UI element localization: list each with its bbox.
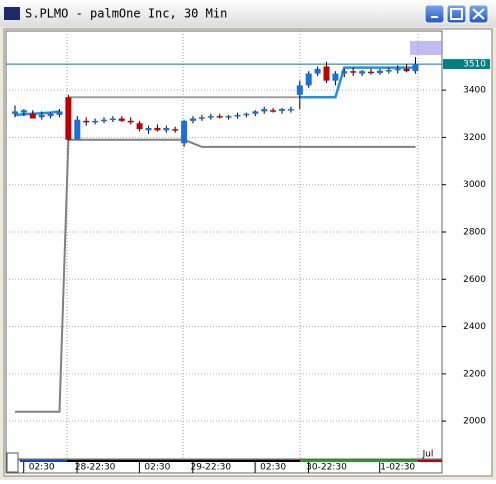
indicator-line	[14, 110, 60, 117]
candle-body	[198, 117, 205, 119]
close-icon	[472, 8, 485, 20]
y-tick-label: 2400	[463, 322, 486, 332]
candle-body	[172, 129, 179, 131]
indicator-line	[15, 138, 416, 413]
x-tick-label: 30-22:30	[306, 463, 347, 473]
maximize-button[interactable]	[446, 4, 467, 24]
candle-body	[341, 71, 348, 74]
y-tick-label: 2600	[463, 275, 486, 285]
candle-body	[56, 111, 63, 115]
candle-body	[261, 109, 268, 112]
session-strip	[418, 460, 442, 462]
session-strip	[20, 460, 67, 462]
candle-body	[243, 113, 250, 116]
x-tick-label: 29-22:30	[190, 463, 231, 473]
candle-body	[181, 120, 188, 144]
session-strip	[67, 460, 300, 462]
session-strip	[300, 460, 418, 462]
y-tick-label: 3400	[463, 86, 486, 96]
x-tick-label: 02:30	[144, 463, 170, 473]
candle-body	[385, 70, 392, 72]
candle-body	[20, 110, 27, 113]
candle-body	[359, 71, 366, 74]
candle-body	[252, 111, 259, 114]
minimize-button[interactable]	[424, 4, 445, 24]
candle-body	[376, 70, 383, 74]
x-tick-label: 02:30	[29, 463, 55, 473]
candle-body	[403, 68, 410, 72]
indicator-line	[299, 66, 416, 99]
candle-body	[350, 71, 357, 73]
candle-body	[225, 116, 232, 118]
candle-body	[270, 110, 277, 112]
candle-body	[323, 66, 330, 81]
candle-body	[92, 120, 99, 123]
candle-body	[412, 64, 419, 72]
candle-body	[314, 68, 321, 74]
candle-body	[296, 85, 303, 95]
candle-body	[101, 119, 107, 122]
minimize-icon	[431, 16, 438, 18]
candle-body	[368, 71, 374, 74]
candle-body	[234, 114, 241, 117]
candle-body	[109, 118, 116, 120]
candle-body	[127, 120, 134, 123]
last-value-box	[443, 59, 490, 70]
candle-body	[136, 123, 143, 130]
y-tick-label: 2000	[463, 417, 486, 427]
candle-body	[394, 68, 401, 71]
last-value-label: 3510	[463, 60, 486, 70]
candle-body	[83, 120, 90, 123]
candle-body	[216, 116, 223, 118]
candle-body	[305, 73, 312, 86]
candle-body	[207, 116, 214, 118]
candle-body	[279, 109, 285, 111]
candle-body	[29, 113, 36, 119]
candle-body	[65, 97, 72, 140]
plot-area	[5, 30, 443, 460]
y-tick-label: 3000	[463, 180, 486, 190]
candle-body	[163, 127, 170, 131]
x-tick-label: 28-22:30	[75, 463, 116, 473]
candle-body	[287, 109, 294, 111]
y-tick-label: 3200	[463, 133, 486, 143]
y-tick-label: 2200	[463, 369, 486, 379]
candle-body	[12, 111, 18, 114]
candle-body	[74, 119, 81, 140]
maximize-icon	[450, 8, 463, 20]
x-tick-label: 1-02:30	[380, 463, 415, 473]
candle-body	[190, 118, 196, 121]
candle-body	[145, 127, 152, 131]
window-title: S.PLMO - palmOne Inc, 30 Min	[25, 7, 227, 21]
current-highlight	[410, 41, 442, 55]
candle-body	[154, 127, 161, 131]
x-annotation: Jul	[422, 450, 434, 460]
title-bar	[0, 0, 496, 27]
app-icon	[4, 7, 20, 20]
scroll-handle[interactable]	[6, 452, 19, 473]
candle-body	[47, 113, 54, 117]
x-tick-label: 02:30	[260, 463, 286, 473]
candle-body	[38, 114, 45, 118]
candle-body	[118, 118, 125, 121]
window-buttons[interactable]	[424, 4, 489, 24]
candle-body	[332, 73, 339, 81]
y-tick-label: 2800	[463, 227, 486, 237]
